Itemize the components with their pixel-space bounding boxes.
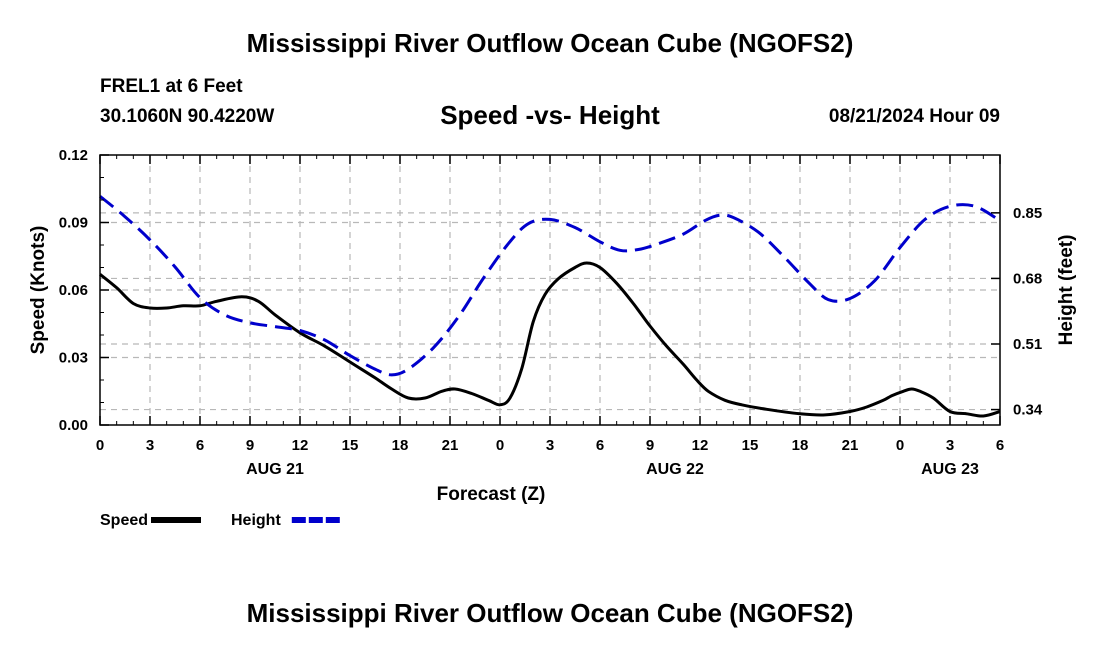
x-tick-label: 18 [792,437,809,454]
x-tick-label: 21 [442,437,459,454]
x-tick-label: 18 [392,437,409,454]
legend-label-speed: Speed [100,512,148,529]
x-tick-label: 6 [596,437,604,454]
x-tick-label: 6 [996,437,1004,454]
station-coordinates: 30.1060N 90.4220W [100,106,275,127]
axes: 0 3 6 9 12 15 18 21 0 3 6 9 12 15 18 21 0 3 6 AUG 21 AUG 22 A… [59,147,1043,478]
date-label: AUG 23 [921,461,979,478]
x-tick-label: 9 [246,437,254,454]
y2-tick-label: 0.85 [1013,205,1042,222]
x-tick-label: 0 [896,437,904,454]
legend: Speed Height [100,512,342,529]
y-tick-label: 0.09 [59,215,88,232]
y2-tick-label: 0.68 [1013,270,1042,287]
height-series-line [99,195,1001,377]
station-label: FREL1 at 6 Feet [100,76,243,97]
series-lines [99,195,1001,418]
forecast-run-time: 08/21/2024 Hour 09 [828,106,1000,127]
x-tick-label: 3 [146,437,154,454]
y2-tick-label: 0.51 [1013,336,1042,353]
y-tick-label: 0.12 [59,147,88,164]
y-axis-label-left: Speed (Knots) [28,226,49,355]
x-tick-label: 12 [292,437,309,454]
x-tick-label: 0 [496,437,504,454]
x-tick-label: 9 [646,437,654,454]
x-tick-label: 21 [842,437,859,454]
x-tick-label: 15 [342,437,359,454]
x-tick-label: 3 [946,437,954,454]
x-tick-label: 6 [196,437,204,454]
y-axis-label-right: Height (feet) [1056,235,1077,346]
y-tick-label: 0.00 [59,417,88,434]
x-tick-label: 0 [96,437,104,454]
y-tick-label: 0.03 [59,350,88,367]
repeated-chart-title: Mississippi River Outflow Ocean Cube (NG… [246,598,854,628]
x-tick-label: 15 [742,437,759,454]
grid-lines [100,155,1000,425]
chart-subtitle: Speed -vs- Height [440,100,660,130]
x-tick-label: 12 [692,437,709,454]
y-tick-label: 0.06 [59,282,88,299]
date-label: AUG 21 [246,461,304,478]
chart-title: Mississippi River Outflow Ocean Cube (NG… [246,28,854,58]
date-label: AUG 22 [646,461,704,478]
x-axis-label: Forecast (Z) [437,484,546,505]
y2-tick-label: 0.34 [1013,402,1043,419]
x-tick-label: 3 [546,437,554,454]
legend-label-height: Height [231,512,281,529]
speed-series-line [99,261,1001,418]
